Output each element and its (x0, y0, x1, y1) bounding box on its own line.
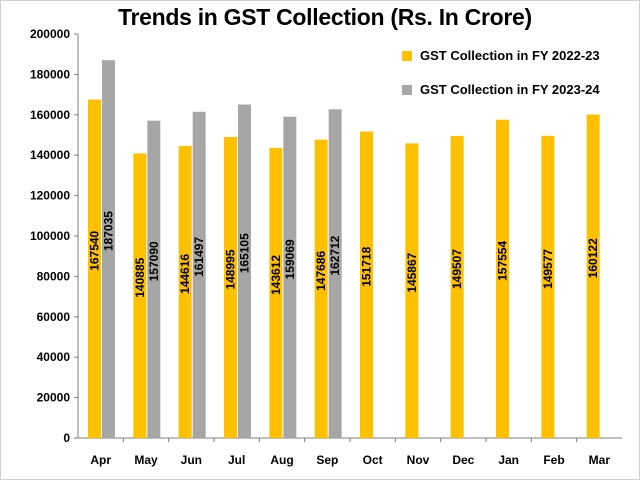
data-label-apr-series-1: 167540 (88, 230, 102, 270)
bar-may-series-1 (133, 153, 147, 438)
data-label-sep-series-2: 162712 (328, 235, 342, 275)
bar-data-labels: 167540 187035 140885 157090 144616 161497 1489… (88, 211, 601, 298)
x-tick-label: Sep (316, 453, 338, 467)
x-axis-ticks: Apr May Jun Jul Aug Sep Oct Nov Dec Jan Feb Mar (90, 438, 610, 467)
bar-aug-series-2 (283, 116, 297, 439)
y-tick-label: 80000 (37, 269, 71, 283)
y-tick-label: 20000 (37, 391, 71, 405)
bar-jul-series-2 (238, 104, 251, 438)
data-label-jul-series-2: 165105 (238, 233, 252, 273)
x-tick-label: Jan (498, 453, 519, 467)
x-tick-label: Mar (589, 453, 611, 467)
y-tick-label: 60000 (37, 310, 71, 324)
bar-may-series-2 (147, 120, 161, 439)
data-label-apr-series-2: 187035 (102, 211, 116, 251)
legend-item-fy2022-23: GST Collection in FY 2022-23 (402, 48, 600, 63)
data-label-mar-series-1: 160122 (586, 238, 600, 278)
legend-label-fy2022-23: GST Collection in FY 2022-23 (420, 48, 600, 63)
y-tick-label: 0 (63, 431, 70, 445)
bar-sep-series-1 (314, 139, 328, 438)
bar-mar-series-1 (586, 114, 600, 438)
data-label-jul-series-1: 148995 (224, 249, 238, 289)
data-label-feb-series-1: 149577 (541, 249, 555, 289)
legend: GST Collection in FY 2022-23 GST Collect… (398, 42, 634, 108)
data-label-may-series-1: 140885 (133, 257, 147, 297)
data-label-sep-series-1: 147686 (314, 250, 328, 290)
data-label-jun-series-1: 144616 (178, 254, 192, 294)
x-tick-label: Dec (452, 453, 474, 467)
bar-jun-series-1 (178, 145, 192, 439)
x-tick-label: Apr (90, 453, 111, 467)
data-label-aug-series-2: 159069 (283, 239, 297, 279)
chart-title: Trends in GST Collection (Rs. In Crore) (118, 4, 532, 30)
y-tick-label: 180000 (30, 67, 70, 81)
bar-aug-series-1 (269, 147, 283, 439)
bar-oct-series-1 (360, 131, 373, 438)
x-tick-label: Feb (543, 453, 564, 467)
y-tick-label: 200000 (30, 27, 70, 41)
bar-nov-series-1 (405, 143, 419, 438)
bar-jan-series-1 (496, 119, 509, 439)
data-label-jun-series-2: 161497 (192, 237, 206, 277)
x-tick-label: Nov (407, 453, 430, 467)
legend-label-fy2023-24: GST Collection in FY 2023-24 (420, 82, 600, 97)
bar-feb-series-1 (541, 135, 555, 438)
y-tick-label: 120000 (30, 189, 70, 203)
x-tick-label: Aug (270, 453, 293, 467)
bar-jun-series-2 (192, 111, 206, 438)
bar-sep-series-2 (328, 109, 342, 438)
bars (88, 60, 600, 439)
data-label-jan-series-1: 157554 (496, 241, 510, 281)
legend-swatch-fy2023-24 (402, 84, 412, 95)
bar-apr-series-1 (88, 99, 101, 438)
x-tick-label: Jul (228, 453, 245, 467)
legend-item-fy2023-24: GST Collection in FY 2023-24 (402, 82, 600, 97)
x-tick-label: Jun (181, 453, 202, 467)
y-tick-label: 160000 (30, 108, 70, 122)
x-tick-label: Oct (363, 453, 383, 467)
y-tick-label: 140000 (30, 148, 70, 162)
bar-apr-series-2 (102, 60, 115, 438)
data-label-oct-series-1: 151718 (360, 246, 374, 286)
y-axis-ticks: 0 20000 40000 60000 80000 100000 120000 140000 1… (30, 27, 78, 445)
bar-jul-series-1 (224, 137, 237, 439)
legend-swatch-fy2022-23 (402, 50, 412, 61)
y-tick-label: 100000 (30, 229, 70, 243)
x-tick-label: May (134, 453, 158, 467)
y-tick-label: 40000 (37, 350, 71, 364)
data-label-nov-series-1: 145867 (405, 252, 419, 292)
bar-dec-series-1 (450, 135, 464, 439)
data-label-may-series-2: 157090 (147, 241, 161, 281)
data-label-dec-series-1: 149507 (450, 249, 464, 289)
data-label-aug-series-1: 143612 (269, 255, 283, 295)
